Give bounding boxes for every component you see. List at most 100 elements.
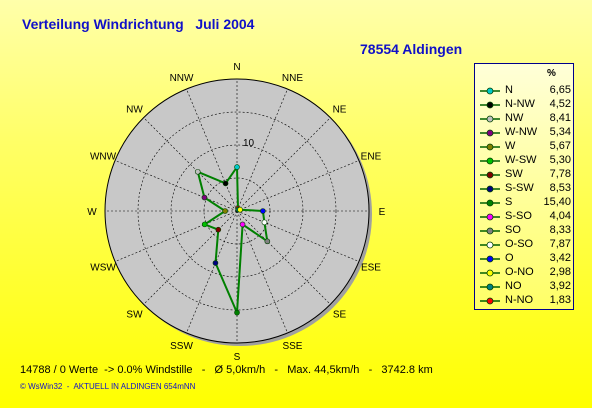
legend-item: W-NW 5,34 (475, 126, 575, 140)
series-point-wsw (201, 221, 208, 228)
rose-spoke (236, 88, 288, 212)
wind-series (194, 164, 271, 316)
direction-label-nne: NNE (282, 73, 303, 84)
series-point-nnw (222, 180, 229, 187)
direction-label-wnw: WNW (90, 152, 117, 163)
direction-label-e: E (379, 207, 386, 218)
legend-swatch (480, 101, 500, 109)
legend-value: 1,83 (549, 294, 571, 306)
series-point-sw (215, 226, 222, 233)
legend-label: N-NO (505, 294, 534, 306)
legend-swatch (480, 213, 500, 221)
legend-label: W-NW (505, 126, 538, 138)
legend-label: W-SW (505, 154, 537, 166)
legend-value: 3,92 (549, 280, 571, 292)
series-point-ene (237, 206, 243, 213)
legend-item: NW 8,41 (475, 112, 575, 126)
legend-swatch (480, 143, 500, 151)
direction-label-w: W (87, 207, 97, 218)
legend-item: S 15,40 (475, 196, 575, 210)
legend-item: SO 8,33 (475, 224, 575, 238)
legend-swatch (480, 269, 500, 277)
legend-label: NW (505, 112, 524, 124)
legend-swatch (480, 227, 500, 235)
series-point-ese (261, 219, 268, 226)
legend-unit-header: % (547, 68, 556, 79)
rose-spoke (114, 160, 238, 212)
legend-item: W 5,67 (475, 140, 575, 154)
legend-value: 6,65 (549, 84, 571, 96)
direction-labels: N NNE NE ENE E ESE SE SSE S SSW SW WSW W WNW NW NNW (87, 62, 385, 363)
legend-item: N-NO 1,83 (475, 294, 575, 308)
direction-label-se: SE (333, 310, 347, 321)
legend-label: S-SO (505, 210, 532, 222)
rose-spoke (143, 210, 238, 305)
rose-spoke (236, 160, 360, 212)
legend-item: SW 7,78 (475, 168, 575, 182)
legend-swatch (480, 171, 500, 179)
legend-label: N (505, 84, 513, 96)
rose-spoke (236, 117, 331, 212)
series-point-sse (239, 221, 246, 228)
rose-spoke (186, 210, 238, 334)
direction-label-nnw: NNW (170, 73, 194, 84)
legend-value: 8,41 (549, 112, 571, 124)
direction-label-ne: NE (333, 104, 347, 115)
rose-grid: 10 (104, 78, 372, 346)
rose-spoke (114, 210, 238, 262)
legend-label: S-SW (505, 182, 534, 194)
legend-value: 8,33 (549, 224, 571, 236)
legend-item: S-SW 8,53 (475, 182, 575, 196)
legend-swatch (480, 283, 500, 291)
rose-ring (137, 111, 337, 311)
legend-label: W (505, 140, 516, 152)
direction-label-n: N (233, 62, 240, 73)
legend-value: 15,40 (543, 196, 571, 208)
legend-value: 7,87 (549, 238, 571, 250)
legend-label: O-NO (505, 266, 534, 278)
legend-label: O-SO (505, 238, 534, 250)
legend-item: O-NO 2,98 (475, 266, 575, 280)
rose-spoke (236, 210, 360, 262)
series-point-ssw (212, 260, 219, 266)
legend-value: 5,34 (549, 126, 571, 138)
footer-stats: 14788 / 0 Werte -> 0.0% Windstille - Ø 5… (20, 364, 433, 376)
legend-item: N 6,65 (475, 84, 575, 98)
legend-swatch (480, 87, 500, 95)
legend-value: 3,42 (549, 252, 571, 264)
legend-swatch (480, 185, 500, 193)
series-point-n (234, 164, 240, 170)
legend-swatch (480, 129, 500, 137)
legend-swatch (480, 157, 500, 165)
series-point-nw (194, 168, 201, 175)
legend-label: NO (505, 280, 522, 292)
legend-value: 7,78 (549, 168, 571, 180)
rose-spoke (186, 88, 238, 212)
legend-value: 4,52 (549, 98, 571, 110)
legend-value: 8,53 (549, 182, 571, 194)
direction-label-sse: SSE (282, 341, 302, 352)
direction-label-ssw: SSW (170, 341, 193, 352)
series-point-wnw (201, 194, 208, 201)
legend-item: NO 3,92 (475, 280, 575, 294)
legend-item: O 3,42 (475, 252, 575, 266)
legend-label: O (505, 252, 514, 264)
rose-spoke (143, 117, 238, 212)
legend-label: S (505, 196, 513, 208)
legend-swatch (480, 115, 500, 123)
direction-label-ene: ENE (361, 152, 382, 163)
station-label: 78554 Aldingen (360, 41, 463, 57)
chart-title: Verteilung Windrichtung Juli 2004 (22, 16, 255, 32)
ring-label: 10 (243, 138, 255, 149)
legend-item: N-NW 4,52 (475, 98, 575, 112)
legend-item: O-SO 7,87 (475, 238, 575, 252)
footer-credit: © WsWin32 - AKTUELL IN ALDINGEN 654mNN (20, 382, 196, 391)
legend-label: N-NW (505, 98, 535, 110)
direction-label-sw: SW (126, 310, 143, 321)
legend-swatch (480, 199, 500, 207)
direction-label-ese: ESE (361, 262, 381, 273)
legend-swatch (480, 297, 500, 305)
series-point-w (222, 208, 228, 214)
